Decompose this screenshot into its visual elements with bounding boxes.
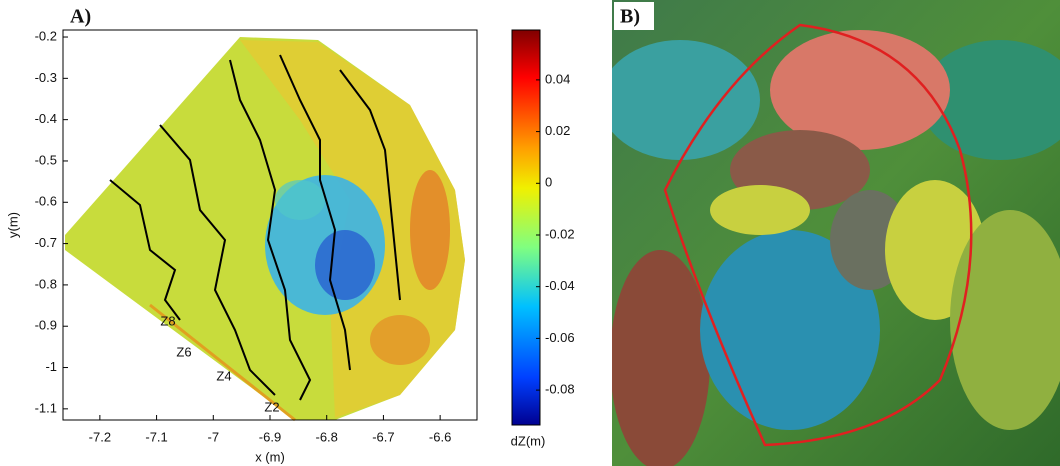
photo bbox=[612, 0, 1060, 466]
annotation: Z8 bbox=[160, 313, 175, 328]
x-tick-label: -7 bbox=[208, 429, 220, 444]
y-tick-label: -0.3 bbox=[35, 70, 57, 85]
label-box bbox=[614, 2, 654, 30]
y-axis-label: y(m) bbox=[5, 212, 20, 238]
y-tick-label: -1 bbox=[45, 359, 57, 374]
x-axis-label: x (m) bbox=[255, 449, 285, 464]
colorbar-tick-label: 0 bbox=[545, 175, 552, 190]
y-tick-label: -0.2 bbox=[35, 28, 57, 43]
colorbar-tick-label: -0.02 bbox=[545, 226, 575, 241]
x-tick-label: -6.7 bbox=[372, 429, 394, 444]
annotation: Z6 bbox=[176, 344, 191, 359]
panel-label: B) bbox=[620, 6, 640, 28]
annotation: Z4 bbox=[216, 368, 231, 383]
y-tick-label: -0.5 bbox=[35, 152, 57, 167]
colorbar-tick-label: -0.06 bbox=[545, 330, 575, 345]
y-tick-label: -0.8 bbox=[35, 276, 57, 291]
colorbar-label: dZ(m) bbox=[511, 433, 546, 448]
y-tick-label: -0.6 bbox=[35, 194, 57, 209]
y-tick-label: -0.9 bbox=[35, 318, 57, 333]
annotation: Z2 bbox=[264, 399, 279, 414]
colorbar bbox=[511, 29, 541, 426]
x-tick-label: -7.1 bbox=[145, 429, 167, 444]
colorbar-tick-label: -0.08 bbox=[545, 382, 575, 397]
x-tick-label: -6.9 bbox=[259, 429, 281, 444]
surface bbox=[65, 37, 465, 422]
y-tick-label: -1.1 bbox=[35, 400, 57, 415]
y-tick-label: -0.4 bbox=[35, 111, 57, 126]
colorbar-tick-label: 0.02 bbox=[545, 123, 570, 138]
y-tick-label: -0.7 bbox=[35, 235, 57, 250]
x-tick-label: -6.6 bbox=[429, 429, 451, 444]
x-tick-label: -7.2 bbox=[89, 429, 111, 444]
colorbar-tick-label: -0.04 bbox=[545, 278, 575, 293]
x-tick-label: -6.8 bbox=[316, 429, 338, 444]
colorbar-tick-label: 0.04 bbox=[545, 71, 570, 86]
panel-label: A) bbox=[70, 6, 91, 28]
